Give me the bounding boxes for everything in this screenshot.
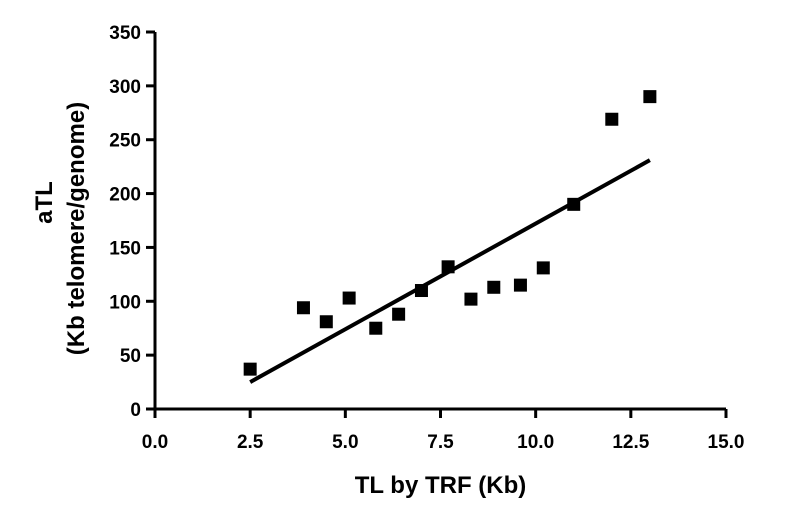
y-tick-label: 350 [109, 23, 141, 44]
data-point [392, 307, 406, 321]
y-tick-label: 250 [109, 131, 141, 152]
x-tick-label: 7.5 [427, 432, 454, 453]
y-axis-ticks: 0 50 100 150 200 250 300 350 [109, 23, 155, 421]
x-axis-title: TL by TRF (Kb) [355, 472, 527, 499]
data-point [567, 197, 581, 211]
data-point [441, 260, 455, 274]
data-points [243, 90, 657, 376]
y-axis-title: aTL (Kb telomere/genome) [31, 102, 90, 355]
x-tick-label: 5.0 [332, 432, 358, 453]
axes [153, 32, 726, 411]
y-tick-label: 100 [109, 292, 141, 313]
x-tick-label: 15.0 [708, 432, 745, 453]
data-point [319, 315, 333, 329]
y-axis-title-line-1: aTL [31, 181, 58, 224]
data-point [487, 280, 501, 294]
y-tick-label: 300 [109, 77, 141, 98]
data-point [513, 278, 527, 292]
x-tick-label: 10.0 [517, 432, 554, 453]
y-tick-label: 150 [109, 238, 141, 259]
y-axis-title-line-2: (Kb telomere/genome) [63, 102, 90, 355]
data-point [643, 90, 657, 104]
data-point [243, 362, 257, 376]
x-axis-ticks: 0.0 2.5 5.0 7.5 10.0 12.5 15.0 [142, 409, 745, 453]
data-point [342, 291, 356, 305]
data-point [605, 112, 619, 126]
x-tick-label: 12.5 [612, 432, 649, 453]
x-tick-label: 0.0 [142, 432, 168, 453]
x-tick-label: 2.5 [237, 432, 264, 453]
data-point [536, 261, 550, 275]
data-point [414, 284, 428, 298]
data-point [296, 301, 310, 315]
y-tick-label: 0 [130, 400, 141, 421]
data-point [369, 321, 383, 335]
data-point [464, 292, 478, 306]
y-tick-label: 50 [120, 346, 141, 367]
y-tick-label: 200 [109, 185, 141, 206]
